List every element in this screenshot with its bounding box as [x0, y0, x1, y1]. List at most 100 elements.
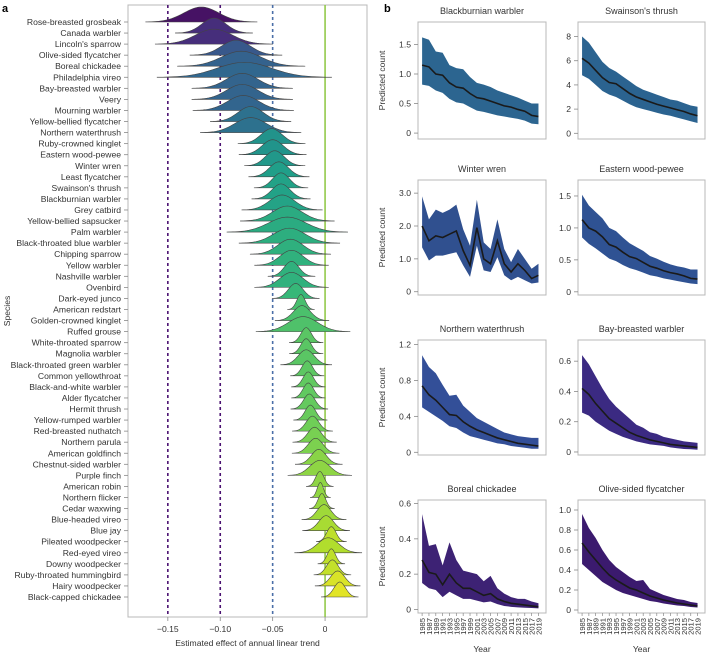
- ridge-density: [291, 437, 340, 454]
- ridge-density: [274, 305, 330, 321]
- y-tick-label: 1.0: [399, 254, 411, 264]
- ridge-density: [240, 205, 335, 222]
- ridge-density: [267, 261, 316, 277]
- y-tick-label: 0: [566, 128, 571, 138]
- panel-a-label: a: [2, 3, 9, 15]
- subplot-northern-waterthrush: Northern waterthrush 0 0.4 0.8 1.2 Predicted …: [377, 324, 547, 457]
- year-tick-label: 1997: [619, 618, 628, 635]
- year-tick-label: 1985: [578, 618, 587, 635]
- plot-frame: [417, 339, 547, 456]
- year-tick-label: 2009: [500, 618, 509, 635]
- species-label: Blackburnian warbler: [41, 194, 121, 204]
- species-label: Ovenbird: [86, 282, 121, 292]
- x-axis-label: Year: [633, 644, 651, 654]
- ridge-density: [280, 349, 333, 366]
- year-tick-label: 1991: [598, 618, 607, 635]
- ridge-density: [317, 548, 346, 565]
- species-label: Northern waterthrush: [40, 128, 121, 138]
- ridge-density: [226, 216, 349, 233]
- species-label: Common yellowthroat: [38, 371, 122, 381]
- species-label: Blue jay: [90, 526, 121, 536]
- species-label: American redstart: [53, 305, 121, 315]
- subplot-title: Northern waterthrush: [440, 324, 525, 334]
- year-tick-label: 2001: [632, 618, 641, 635]
- x-tick-label: −0.10: [209, 624, 231, 634]
- species-label: Black-capped chickadee: [28, 592, 121, 602]
- x-tick-label: −0.15: [157, 624, 179, 634]
- ridge-density: [238, 139, 307, 155]
- mean-line: [421, 385, 539, 447]
- species-label: Boreal chickadee: [55, 61, 121, 71]
- y-axis-label: Predicted count: [377, 207, 387, 267]
- year-tick-label: 2011: [666, 618, 675, 634]
- plot-frame: [417, 499, 547, 614]
- ridge-density: [156, 61, 332, 78]
- ridge-density: [189, 39, 283, 56]
- species-label: Palm warbler: [71, 227, 121, 237]
- ridge-density: [302, 515, 350, 531]
- ridge-density: [251, 183, 311, 200]
- year-tick-label: 2007: [493, 618, 502, 635]
- year-tick-label: 1987: [585, 618, 594, 635]
- species-label: Olive-sided flycatcher: [39, 50, 121, 60]
- confidence-band: [422, 37, 539, 125]
- species-label: Philadelphia vireo: [53, 72, 121, 82]
- ridge-density: [287, 460, 353, 476]
- year-tick-label: 2009: [660, 618, 669, 635]
- y-tick-label: 3.0: [399, 188, 411, 198]
- y-tick-label: 2: [566, 104, 571, 114]
- year-tick-label: 2019: [694, 618, 703, 635]
- species-label: Yellow-bellied sapsucker: [27, 216, 121, 226]
- species-label: Rose-breasted grosbeak: [27, 17, 122, 27]
- panel-b-label: b: [384, 3, 391, 15]
- ridge-density: [254, 272, 329, 288]
- species-label: Mourning warbler: [55, 105, 122, 115]
- species-label: Eastern wood-pewee: [40, 150, 121, 160]
- y-tick-label: 6: [566, 56, 571, 66]
- subplot-title: Bay-breasted warbler: [599, 324, 685, 334]
- y-axis-label: Species: [2, 296, 12, 327]
- y-axis-label: Predicted count: [377, 367, 387, 427]
- mean-line: [581, 387, 698, 449]
- plot-frame: [417, 21, 547, 140]
- y-tick-label: 0.8: [559, 525, 571, 535]
- species-label: Lincoln's sparrow: [55, 39, 122, 49]
- subplot-title: Eastern wood-pewee: [599, 164, 684, 174]
- species-label: Grey catbird: [74, 205, 121, 215]
- y-tick-label: 0: [406, 287, 411, 297]
- ridge-density: [145, 6, 258, 23]
- ridge-density: [249, 238, 332, 255]
- ridge-density: [253, 172, 309, 189]
- year-tick-label: 2019: [534, 618, 543, 635]
- ridge-density: [291, 371, 326, 388]
- y-tick-label: 0.4: [399, 534, 411, 544]
- subplot-blackburnian-warbler: Blackburnian warbler 0 0.5 1.0 1.5 Predicted …: [377, 6, 547, 140]
- mean-line: [581, 57, 698, 117]
- subplot-winter-wren: Winter wren 0 1.0 2.0 3.0 Predicted count: [377, 164, 547, 297]
- ridge-density: [292, 415, 333, 432]
- plot-frame: [417, 179, 547, 296]
- year-tick-label: 1995: [452, 618, 461, 635]
- y-tick-label: 0.4: [559, 565, 571, 575]
- x-tick-label: −0.05: [262, 624, 284, 634]
- species-label: Yellow-bellied flycatcher: [30, 117, 122, 127]
- species-label: Yellow-rumped warbler: [34, 415, 121, 425]
- subplot-boreal-chickadee: Boreal chickadee 0 0.2 0.4 0.6 Predicted coun…: [377, 484, 547, 654]
- species-label: Black-throated blue warbler: [16, 238, 121, 248]
- x-axis-label: Estimated effect of annual linear trend: [175, 638, 320, 648]
- year-tick-label: 1999: [626, 618, 635, 635]
- y-tick-label: 0: [566, 447, 571, 457]
- ridge-density: [290, 360, 325, 377]
- ridge-density: [294, 537, 363, 554]
- species-label: Ruby-throated hummingbird: [14, 570, 121, 580]
- y-tick-label: 0.6: [399, 499, 411, 509]
- y-tick-label: 0: [566, 605, 571, 615]
- y-tick-label: 0: [566, 287, 571, 297]
- ridge-density: [191, 73, 293, 89]
- plot-frame: [127, 4, 368, 618]
- year-tick-label: 2017: [687, 618, 696, 635]
- confidence-band: [422, 514, 539, 609]
- y-tick-label: 0: [406, 447, 411, 457]
- y-tick-label: 0.5: [399, 99, 411, 109]
